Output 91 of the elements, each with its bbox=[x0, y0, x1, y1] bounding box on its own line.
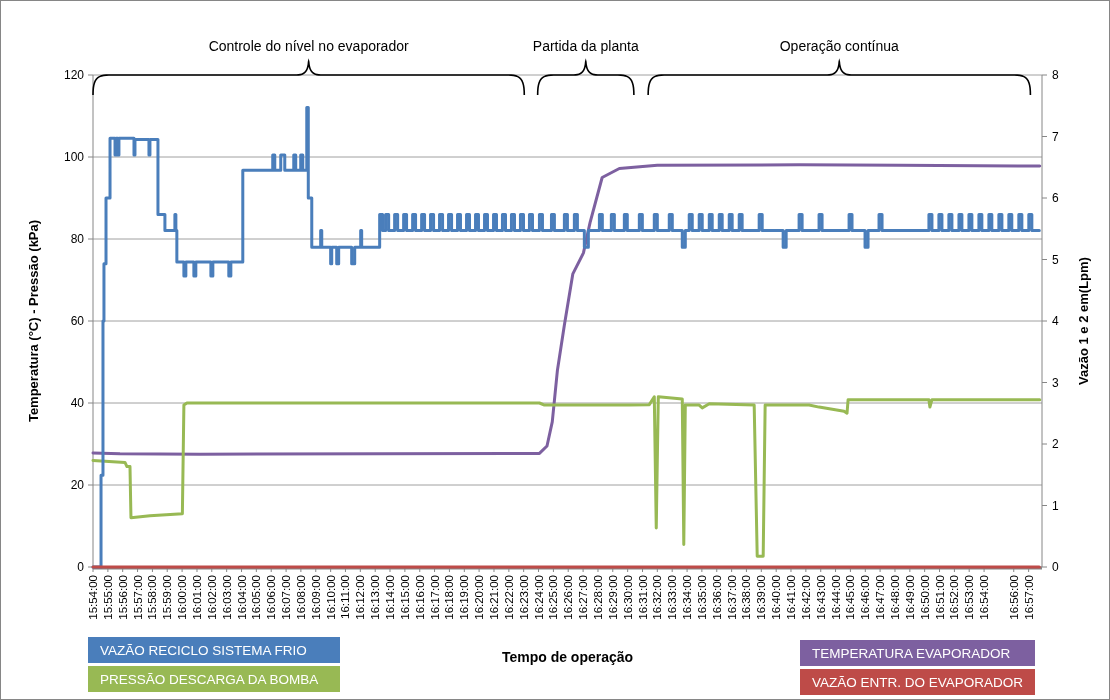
x-tick-label: 16:54:00 bbox=[978, 575, 991, 620]
y2-tick-label: 6 bbox=[1052, 191, 1059, 206]
y2-tick-label: 7 bbox=[1052, 129, 1059, 144]
line-series bbox=[91, 395, 1042, 558]
y-axis-title: Temperatura (°C) - Pressão (kPa) bbox=[26, 219, 41, 423]
x-tick-label: 16:35:00 bbox=[695, 575, 708, 620]
x-tick-label: 16:46:00 bbox=[859, 575, 872, 620]
x-tick-label: 16:56:00 bbox=[1007, 575, 1020, 620]
y-tick-label: 40 bbox=[70, 396, 85, 411]
x-tick-label: 16:25:00 bbox=[547, 575, 560, 620]
x-tick-label: 16:36:00 bbox=[710, 575, 723, 620]
line-series bbox=[91, 163, 1042, 456]
y2-tick-label: 4 bbox=[1052, 314, 1059, 329]
x-tick-label: 16:53:00 bbox=[963, 575, 976, 620]
x-tick-label: 16:39:00 bbox=[755, 575, 768, 620]
y2-tick-label: 0 bbox=[1052, 560, 1059, 575]
x-tick-label: 16:09:00 bbox=[309, 575, 322, 620]
x-tick-label: 16:51:00 bbox=[933, 575, 946, 620]
x-tick-label: 16:49:00 bbox=[903, 575, 916, 620]
text: TEMPERATURA EVAPORADOR bbox=[812, 645, 1011, 661]
text: PRESSÃO DESCARGA DA BOMBA bbox=[100, 671, 319, 687]
text: Operação contínua bbox=[779, 38, 900, 54]
y2-tick-label: 3 bbox=[1052, 375, 1059, 390]
text: Partida da planta bbox=[532, 38, 639, 54]
x-tick-label: 16:16:00 bbox=[413, 575, 426, 620]
x-tick-label: 15:55:00 bbox=[101, 575, 114, 620]
x-tick-label: 16:40:00 bbox=[770, 575, 783, 620]
x-tick-label: 16:13:00 bbox=[369, 575, 382, 620]
x-tick-label: 16:08:00 bbox=[294, 575, 307, 620]
y2-axis-title: Vazão 1 e 2 em(Lpm) bbox=[1076, 257, 1091, 385]
x-tick-label: 16:15:00 bbox=[398, 575, 411, 620]
x-tick-label: 15:56:00 bbox=[116, 575, 129, 620]
x-tick-label: 16:10:00 bbox=[324, 575, 337, 620]
x-tick-label: 16:48:00 bbox=[889, 575, 901, 620]
x-tick-label: 16:44:00 bbox=[829, 575, 842, 620]
x-tick-label: 16:37:00 bbox=[725, 575, 738, 620]
x-tick-label: 15:54:00 bbox=[87, 575, 100, 620]
x-tick-label: 16:29:00 bbox=[606, 575, 619, 620]
x-tick-label: 16:57:00 bbox=[1022, 575, 1035, 620]
x-tick-label: 16:30:00 bbox=[621, 575, 634, 620]
x-tick-label: 16:07:00 bbox=[280, 575, 293, 620]
x-tick-label: 16:14:00 bbox=[384, 575, 397, 620]
x-tick-label: 16:00:00 bbox=[176, 575, 189, 620]
y-tick-label: 0 bbox=[77, 560, 85, 575]
x-tick-label: 16:28:00 bbox=[592, 575, 604, 620]
text: VAZÃO ENTR. DO EVAPORADOR bbox=[812, 674, 1024, 690]
x-axis-title: Tempo de operação bbox=[501, 649, 634, 665]
y-tick-label: 60 bbox=[70, 314, 85, 329]
y-tick-label: 80 bbox=[70, 232, 85, 247]
y2-tick-label: 5 bbox=[1052, 252, 1059, 267]
y2-tick-label: 1 bbox=[1052, 498, 1059, 513]
x-tick-label: 16:19:00 bbox=[458, 575, 471, 620]
x-tick-label: 16:23:00 bbox=[517, 575, 530, 620]
x-tick-label: 16:21:00 bbox=[488, 575, 501, 620]
x-tick-label: 16:02:00 bbox=[205, 575, 218, 620]
x-tick-label: 15:59:00 bbox=[161, 575, 174, 620]
x-tick-label: 16:38:00 bbox=[740, 575, 753, 620]
x-tick-label: 15:57:00 bbox=[131, 575, 144, 620]
x-tick-label: 16:01:00 bbox=[191, 575, 204, 620]
x-tick-label: 16:24:00 bbox=[532, 575, 545, 620]
x-tick-label: 16:03:00 bbox=[220, 575, 233, 620]
y2-tick-label: 2 bbox=[1052, 437, 1059, 452]
x-tick-label: 16:45:00 bbox=[844, 575, 857, 620]
x-tick-label: 16:20:00 bbox=[473, 575, 486, 620]
x-tick-label: 16:05:00 bbox=[250, 575, 263, 620]
x-tick-label: 16:18:00 bbox=[443, 575, 456, 620]
x-tick-label: 16:04:00 bbox=[235, 575, 248, 620]
x-tick-label: 16:27:00 bbox=[577, 575, 590, 620]
x-tick-label: 16:22:00 bbox=[502, 575, 515, 620]
x-tick-label: 16:26:00 bbox=[562, 575, 575, 620]
x-tick-label: 15:58:00 bbox=[146, 575, 159, 620]
y2-tick-label: 8 bbox=[1052, 68, 1059, 83]
x-tick-label: 16:52:00 bbox=[948, 575, 961, 620]
x-tick-label: 16:34:00 bbox=[681, 575, 694, 620]
x-tick-label: 16:12:00 bbox=[354, 575, 367, 620]
x-tick-label: 16:31:00 bbox=[636, 575, 649, 620]
y-tick-label: 120 bbox=[63, 68, 85, 83]
y-tick-label: 20 bbox=[70, 478, 85, 493]
x-tick-label: 16:50:00 bbox=[918, 575, 931, 620]
x-tick-label: 16:11:00 bbox=[339, 575, 352, 619]
x-tick-label: 16:32:00 bbox=[651, 575, 664, 620]
x-tick-label: 16:42:00 bbox=[799, 575, 812, 620]
text: VAZÃO RECICLO SISTEMA FRIO bbox=[100, 642, 307, 658]
y-tick-label: 100 bbox=[63, 150, 85, 165]
x-tick-label: 16:41:00 bbox=[785, 575, 798, 620]
x-tick-label: 16:43:00 bbox=[814, 575, 827, 620]
text: Controle do nível no evaporador bbox=[208, 38, 409, 54]
x-tick-label: 16:47:00 bbox=[874, 575, 887, 620]
x-tick-label: 16:06:00 bbox=[265, 575, 278, 620]
x-tick-label: 16:33:00 bbox=[666, 575, 679, 620]
x-tick-label: 16:17:00 bbox=[428, 575, 441, 620]
